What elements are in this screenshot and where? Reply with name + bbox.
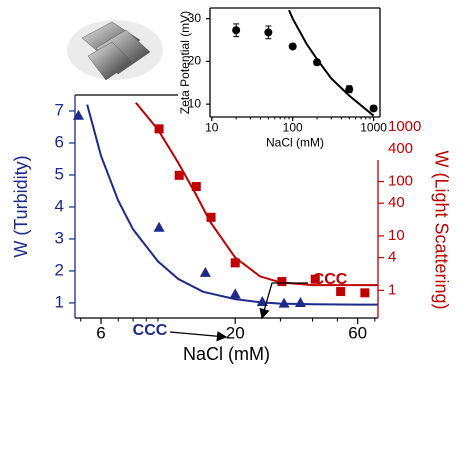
y2-tick-label: 40 bbox=[388, 194, 405, 211]
triangle-point bbox=[229, 288, 241, 299]
square-point bbox=[191, 182, 201, 192]
x-axis-title: NaCl (mM) bbox=[266, 136, 324, 150]
arrows bbox=[169, 282, 308, 342]
y2-tick-label: 400 bbox=[388, 140, 413, 157]
y-tick-label: 3 bbox=[55, 228, 64, 247]
y-tick-label: 5 bbox=[55, 164, 64, 183]
y-tick-label: 10 bbox=[188, 96, 202, 110]
circle-point bbox=[345, 85, 354, 94]
triangle-point bbox=[294, 296, 306, 307]
y-tick-label: 2 bbox=[55, 260, 64, 279]
y-tick-label: 4 bbox=[55, 196, 64, 215]
y2-tick-label: 100 bbox=[388, 173, 413, 190]
y-tick-label: 30 bbox=[188, 11, 202, 25]
circle-point bbox=[264, 28, 273, 37]
y-tick-label: 7 bbox=[55, 100, 64, 119]
y2-tick-label: 1 bbox=[388, 281, 396, 298]
inset-background bbox=[178, 0, 388, 160]
y-tick-label: 20 bbox=[188, 54, 202, 68]
inset-chart: 10 100 1000 10 20 30 NaCl (mM) Zeta Potential (… bbox=[178, 0, 388, 160]
square-point bbox=[360, 288, 370, 298]
triangle-point bbox=[199, 266, 211, 277]
x-tick-label: 20 bbox=[226, 324, 245, 343]
x-tick-label: 1000 bbox=[360, 121, 387, 135]
square-point bbox=[206, 212, 216, 222]
fit-curve bbox=[86, 104, 378, 306]
square-point bbox=[230, 258, 240, 268]
annotation: CCC bbox=[133, 322, 168, 339]
square-point bbox=[154, 124, 164, 134]
circle-point bbox=[232, 26, 241, 35]
y2-tick-label: 10 bbox=[388, 227, 405, 244]
circle-point bbox=[369, 104, 378, 113]
y2-axis-title: W (Light Scattering) bbox=[431, 150, 451, 309]
fit-curve bbox=[135, 102, 378, 287]
x-tick-label: 10 bbox=[205, 121, 219, 135]
square-point bbox=[310, 274, 320, 284]
y2-tick-label: 1000 bbox=[388, 118, 421, 135]
y-tick-label: 1 bbox=[55, 292, 64, 311]
y2-tick-label: 4 bbox=[388, 249, 396, 266]
circle-point bbox=[288, 42, 297, 51]
y-axis-title: Zeta Potential (mV) bbox=[178, 11, 192, 114]
y-tick-label: 6 bbox=[55, 132, 64, 151]
triangle-point bbox=[278, 297, 290, 308]
x-axis-title: NaCl (mM) bbox=[183, 344, 270, 364]
x-tick-label: 100 bbox=[283, 121, 303, 135]
triangle-point bbox=[153, 221, 165, 232]
x-tick-label: 60 bbox=[348, 324, 367, 343]
square-point bbox=[336, 287, 346, 297]
fit-curve bbox=[288, 9, 375, 117]
square-point bbox=[174, 170, 184, 180]
annotation: CCC bbox=[313, 271, 348, 288]
y-axis-title: W (Turbidity) bbox=[11, 155, 31, 257]
x-tick-label: 6 bbox=[96, 324, 105, 343]
crystal-illustration bbox=[67, 20, 163, 81]
triangle-point bbox=[72, 109, 84, 120]
